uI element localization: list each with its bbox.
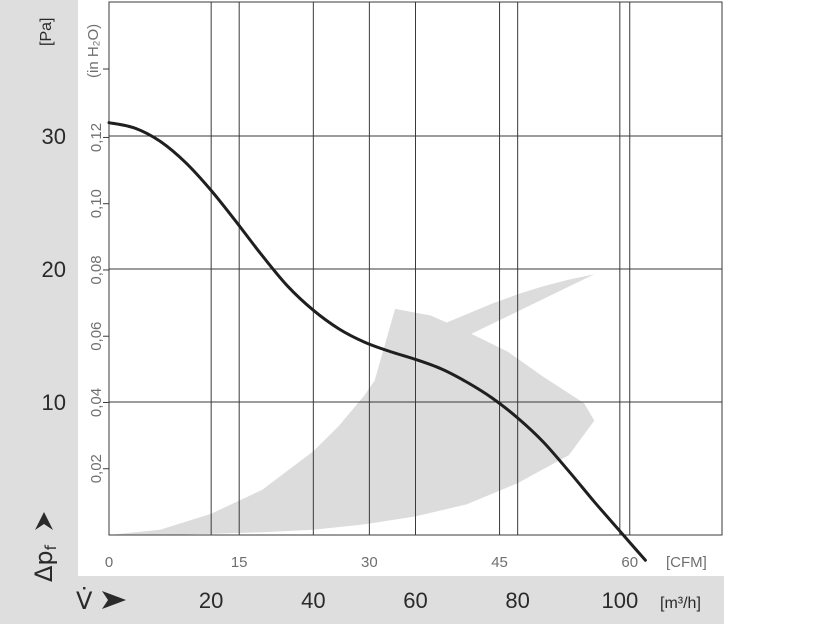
secondary-axis-tick-label: 0,12 [88, 123, 105, 152]
secondary-axis-tick-label: 0,10 [88, 189, 105, 218]
left-axis-unit: [Pa] [38, 18, 55, 46]
left-axis-arrow-icon [35, 512, 53, 530]
svg-text:Δpf: Δpf [30, 544, 60, 582]
bottom-axis-arrow-icon [102, 591, 126, 609]
bottom-axis-tick-label: 80 [505, 588, 529, 613]
cfm-axis-tick-label: 0 [105, 554, 113, 571]
secondary-axis-tick-label: 0,06 [88, 322, 105, 351]
left-axis-symbol: Δpf [30, 512, 60, 582]
x-axis-unit: [CFM] [666, 554, 707, 571]
bottom-axis-tick-label: 100 [601, 588, 638, 613]
grid [103, 1, 723, 536]
bottom-axis-tick-label: 40 [301, 588, 325, 613]
cfm-axis-tick-label: 45 [491, 554, 508, 571]
left-axis-band [0, 0, 78, 582]
cfm-axis-tick-label: 15 [231, 554, 248, 571]
cfm-axis-tick-labels: 0 15 30 45 60 [105, 554, 638, 571]
operating-range-region [109, 274, 595, 535]
bottom-axis-unit: [m³/h] [660, 595, 701, 612]
operating-range-shape [109, 274, 595, 535]
plot-area [103, 1, 723, 562]
bottom-axis-tick-labels: 20 40 60 80 100 [199, 588, 638, 613]
left-axis-tick-label: 30 [42, 124, 66, 149]
delta-p-symbol: Δp [30, 550, 58, 582]
left-axis-tick-labels: 10 20 30 [42, 124, 66, 415]
left-axis-tick-label: 20 [42, 257, 66, 282]
bottom-axis-tick-label: 60 [403, 588, 427, 613]
secondary-axis-tick-label: 0,08 [88, 255, 105, 284]
svg-text:V̇: V̇ [76, 587, 93, 615]
curve-group [107, 121, 647, 562]
performance-curve [107, 121, 647, 562]
secondary-axis-tick-labels: 0,02 0,04 0,06 0,08 0,10 0,12 [88, 123, 105, 483]
cfm-axis-tick-label: 60 [621, 554, 638, 571]
left-axis-tick-label: 10 [42, 390, 66, 415]
bottom-axis-tick-label: 20 [199, 588, 223, 613]
secondary-axis-tick-label: 0,04 [88, 388, 105, 417]
delta-p-subscript: f [42, 544, 60, 550]
bottom-axis-symbol: V̇ [76, 587, 126, 615]
cfm-axis-tick-label: 30 [361, 554, 378, 571]
secondary-axis-tick-label: 0,02 [88, 454, 105, 483]
secondary-axis-unit: (in H₂O) [85, 24, 102, 78]
